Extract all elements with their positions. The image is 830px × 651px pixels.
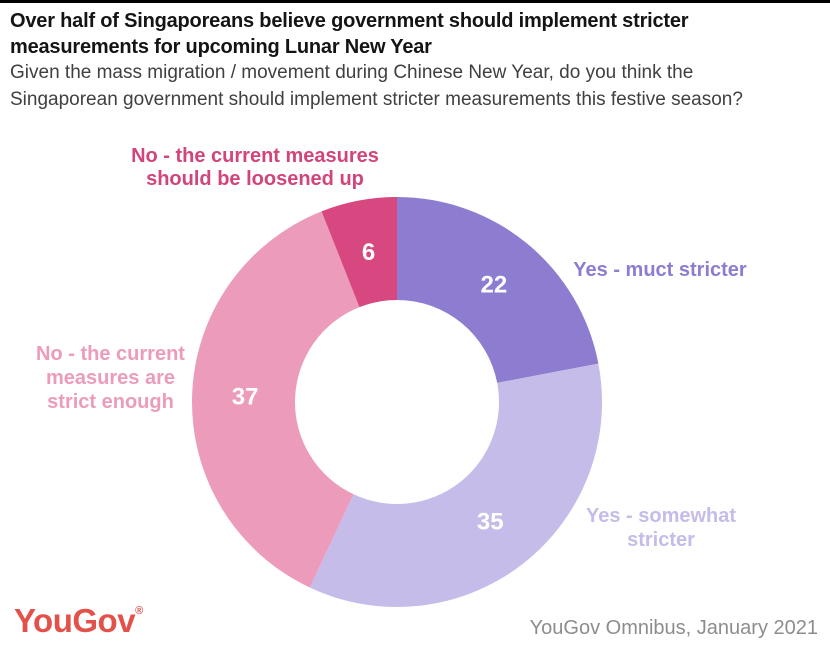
slice-value-label-2: 37 xyxy=(232,384,259,411)
donut-slice-1 xyxy=(309,363,602,607)
registered-trademark-icon: ® xyxy=(135,605,143,617)
page-subtitle: Given the mass migration / movement duri… xyxy=(10,62,743,110)
source-attribution: YouGov Omnibus, January 2021 xyxy=(529,617,818,639)
slice-label-no-strict-enough: No - the current measures are strict enoug… xyxy=(36,343,185,413)
slice-label-no-loosened-up: No - the current measures should be loose… xyxy=(131,145,379,190)
yougov-logo: YouGov® xyxy=(14,602,143,640)
slice-label-yes-much-stricter: Yes - muct stricter xyxy=(573,259,747,281)
slice-value-label-1: 35 xyxy=(477,509,504,536)
donut-slice-3 xyxy=(321,197,397,308)
donut-chart: 22 35 37 6 Yes - muct stricter Yes - somewh… xyxy=(0,130,830,620)
slice-label-yes-somewhat-stricter: Yes - somewhat stricter xyxy=(585,505,737,551)
donut-slice-2 xyxy=(192,211,360,588)
top-border-bar xyxy=(0,0,830,3)
donut-svg: 22 35 37 6 xyxy=(192,197,602,607)
yougov-logo-text: YouGov xyxy=(14,602,136,639)
slice-value-label-3: 6 xyxy=(362,239,375,266)
slice-value-label-0: 22 xyxy=(481,271,508,298)
donut-slice-0 xyxy=(397,197,599,383)
page-title: Over half of Singaporeans believe govern… xyxy=(10,10,689,58)
